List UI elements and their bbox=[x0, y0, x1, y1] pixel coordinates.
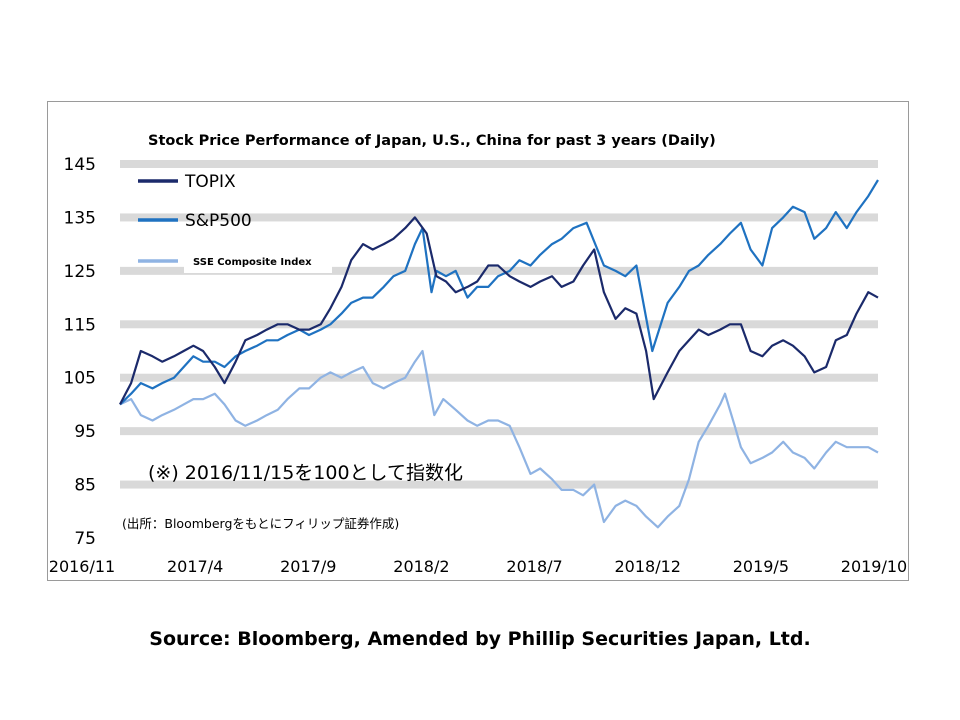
grid-band-125 bbox=[120, 266, 878, 275]
series-line-topix bbox=[119, 216, 879, 405]
series-line-sse bbox=[119, 349, 879, 529]
grid-band-145 bbox=[120, 160, 878, 168]
grid-bands bbox=[120, 160, 878, 489]
x-tick-label: 2018/2 bbox=[393, 557, 449, 576]
y-axis-tick-labels: 75 85 95 105 115 125 135 145 bbox=[64, 155, 96, 549]
x-tick-label: 2019/10 bbox=[841, 557, 907, 576]
x-axis-tick-labels: 2016/11 2017/4 2017/9 2018/2 2018/7 2018/12 20… bbox=[49, 557, 907, 576]
grid-band-105 bbox=[120, 373, 878, 382]
legend-label-background bbox=[184, 248, 332, 273]
legend: TOPIX S&P500 SSE Composite Index bbox=[138, 172, 332, 273]
y-tick-label: 85 bbox=[74, 476, 96, 496]
inner-source-note: (出所：Bloombergをもとにフィリップ証券作成) bbox=[122, 516, 399, 531]
series-lines bbox=[119, 179, 879, 529]
source-note: Source: Bloomberg, Amended by Phillip Se… bbox=[149, 628, 811, 650]
y-tick-label: 115 bbox=[64, 315, 96, 335]
y-tick-label: 95 bbox=[74, 422, 96, 442]
y-tick-label: 125 bbox=[64, 262, 96, 282]
x-tick-label: 2019/5 bbox=[733, 557, 789, 576]
x-tick-label: 2017/9 bbox=[280, 557, 336, 576]
grid-band-115 bbox=[120, 320, 878, 329]
chart-frame: Stock Price Performance of Japan, U.S., … bbox=[47, 101, 909, 581]
y-tick-label: 105 bbox=[64, 369, 96, 389]
x-tick-label: 2017/4 bbox=[167, 557, 223, 576]
legend-label-topix: TOPIX bbox=[184, 172, 236, 192]
series-line-sp500 bbox=[119, 179, 879, 406]
legend-label-sse: SSE Composite Index bbox=[193, 257, 312, 268]
chart-title: Stock Price Performance of Japan, U.S., … bbox=[148, 133, 716, 149]
y-tick-label: 75 bbox=[74, 529, 96, 549]
grid-band-85 bbox=[120, 480, 878, 489]
line-chart: Stock Price Performance of Japan, U.S., … bbox=[49, 133, 907, 576]
annotation-index-note: (※) 2016/11/15を100として指数化 bbox=[148, 462, 463, 484]
x-tick-label: 2018/12 bbox=[614, 557, 680, 576]
grid-band-135 bbox=[120, 213, 878, 222]
y-tick-label: 145 bbox=[64, 155, 96, 175]
y-tick-label: 135 bbox=[64, 208, 96, 228]
x-tick-label: 2016/11 bbox=[49, 557, 115, 576]
legend-label-sp500: S&P500 bbox=[185, 211, 252, 231]
grid-band-95 bbox=[120, 427, 878, 436]
x-tick-label: 2018/7 bbox=[506, 557, 562, 576]
